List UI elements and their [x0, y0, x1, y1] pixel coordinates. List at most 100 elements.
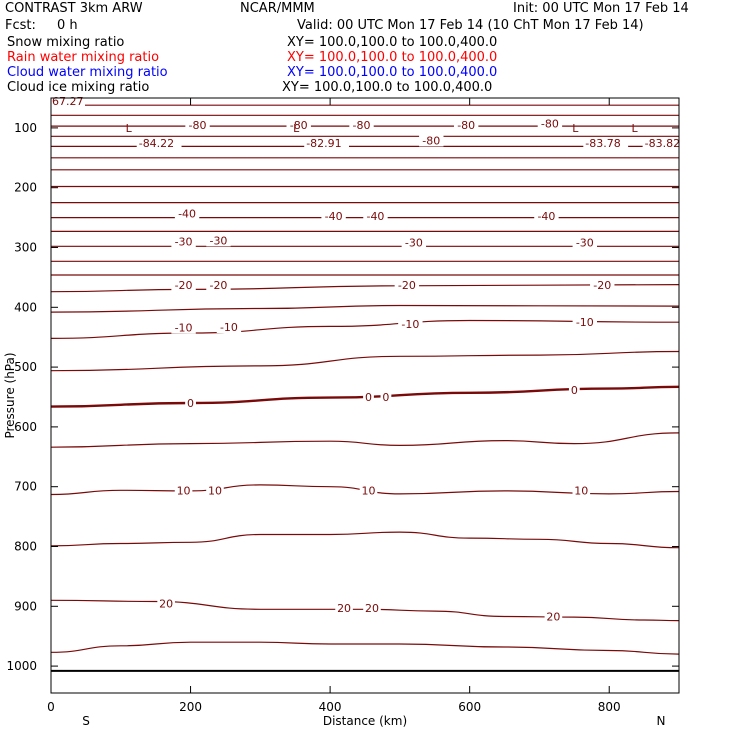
contour-label-4: -80	[541, 118, 559, 131]
y-tick-label-9: 1000	[6, 659, 37, 673]
valid-time: Valid: 00 UTC Mon 17 Feb 14 (10 ChT Mon …	[297, 18, 644, 33]
contour-label-bg-20	[398, 318, 423, 331]
y-tick-label-4: 500	[14, 360, 37, 374]
contour-line-15	[51, 304, 679, 313]
contour-label-16: -20	[398, 279, 416, 292]
y-tick-label-6: 700	[14, 480, 37, 494]
contour-label-bg-14	[171, 279, 196, 292]
x-tick-label-4: 800	[598, 700, 621, 714]
field-xy-cloud-water: XY= 100.0,100.0 to 100.0,400.0	[287, 65, 498, 80]
contour-label-bg-12	[401, 236, 427, 249]
contour-label-bg-19	[216, 321, 242, 334]
contour-label-14: -20	[175, 279, 193, 292]
contour-label-18: -10	[175, 322, 193, 335]
contour-label-bg-28	[359, 484, 378, 497]
contour-label-bg-8	[363, 209, 388, 222]
contour-label-bg-23	[363, 390, 374, 403]
contour-label-12: -30	[405, 237, 423, 250]
x-tick-label-0: 0	[47, 700, 55, 714]
contour-label-9: -40	[537, 210, 555, 223]
y-tick-label-1: 200	[14, 181, 37, 195]
minimum-value-bg-3	[642, 137, 688, 150]
init-time: Init: 00 UTC Mon 17 Feb 14	[513, 1, 689, 16]
x-tick-label-3: 600	[458, 700, 481, 714]
contour-label-33: 20	[546, 610, 560, 623]
minimum-value-0: -84.22	[139, 137, 174, 150]
contour-label-13: -30	[576, 237, 594, 250]
minimum-value-bg-0	[136, 137, 182, 150]
x-tick-label-2: 400	[319, 700, 342, 714]
contour-label-17: -20	[593, 279, 611, 292]
contour-label-27: 10	[208, 484, 222, 497]
contour-label-bg-2	[349, 118, 374, 131]
contour-label-bg-25	[568, 383, 580, 396]
field-xy-rain: XY= 100.0,100.0 to 100.0,400.0	[287, 50, 498, 65]
contour-label-23: 0	[365, 391, 372, 404]
contour-label-22: 0	[187, 397, 194, 410]
minimum-marker-3: L	[632, 122, 639, 135]
contour-label-bg-32	[363, 602, 381, 615]
center-label: NCAR/MMM	[240, 1, 315, 16]
contour-label-31: 20	[337, 602, 351, 615]
minimum-marker-1: L	[293, 122, 300, 135]
contour-line-19	[51, 432, 679, 448]
contour-label-5: -80	[422, 134, 440, 147]
plot-title: CONTRAST 3km ARW	[5, 1, 143, 16]
contour-label-30: 20	[159, 597, 173, 610]
contour-label-7: -40	[325, 210, 343, 223]
contour-label-11: -30	[209, 234, 227, 247]
south-end-label: S	[82, 714, 90, 728]
plot-frame	[50, 97, 680, 694]
contour-line-14	[51, 284, 679, 293]
contour-label-bg-27	[206, 484, 224, 497]
contour-label-bg-10	[171, 235, 196, 248]
north-end-label: N	[657, 714, 666, 728]
corner-label: 67.27	[52, 95, 84, 108]
contour-label-bg-24	[380, 390, 392, 403]
field-name-snow: Snow mixing ratio	[7, 35, 125, 50]
contour-label-0: -80	[189, 119, 207, 132]
field-name-cloud-ice: Cloud ice mixing ratio	[7, 80, 150, 95]
contour-label-32: 20	[365, 602, 379, 615]
minimum-value-2: -83.78	[585, 137, 620, 150]
contour-label-6: -40	[178, 207, 196, 220]
contour-line-16	[51, 319, 679, 339]
contour-label-29: 10	[574, 484, 588, 497]
contour-label-24: 0	[382, 391, 389, 404]
x-tick-label-1: 200	[179, 700, 202, 714]
contour-label-bg-13	[572, 236, 597, 249]
contour-label-bg-22	[185, 396, 196, 409]
field-xy-snow: XY= 100.0,100.0 to 100.0,400.0	[287, 35, 498, 50]
contour-label-bg-6	[174, 207, 200, 220]
contour-label-bg-9	[534, 209, 559, 222]
contour-label-25: 0	[571, 384, 578, 397]
contour-label-10: -30	[175, 236, 193, 249]
y-tick-label-7: 800	[14, 539, 37, 553]
minimum-marker-2: L	[572, 122, 579, 135]
contour-label-20: -10	[401, 318, 419, 331]
contour-line-17	[51, 350, 679, 372]
contour-line-23	[51, 641, 679, 655]
contour-label-bg-18	[171, 321, 196, 334]
contour-label-bg-17	[590, 279, 615, 292]
contour-line-21	[51, 531, 679, 549]
field-name-rain: Rain water mixing ratio	[7, 50, 160, 65]
contour-label-15: -20	[209, 279, 227, 292]
y-tick-label-3: 400	[14, 300, 37, 314]
contour-label-bg-11	[206, 234, 231, 247]
contour-label-bg-4	[537, 117, 563, 130]
contour-label-bg-21	[572, 316, 597, 329]
y-tick-label-2: 300	[14, 240, 37, 254]
y-tick-label-8: 900	[14, 599, 37, 613]
minimum-value-3: -83.82	[645, 137, 680, 150]
minimum-marker-0: L	[126, 122, 133, 135]
contour-label-bg-7	[321, 209, 346, 222]
contour-label-bg-33	[544, 610, 563, 623]
contour-label-3: -80	[457, 119, 475, 132]
forecast-hour: 0 h	[57, 18, 78, 33]
minimum-value-bg-2	[583, 137, 629, 150]
contour-label-bg-30	[157, 597, 175, 610]
forecast-label: Fcst:	[5, 18, 36, 33]
contour-label-21: -10	[576, 316, 594, 329]
